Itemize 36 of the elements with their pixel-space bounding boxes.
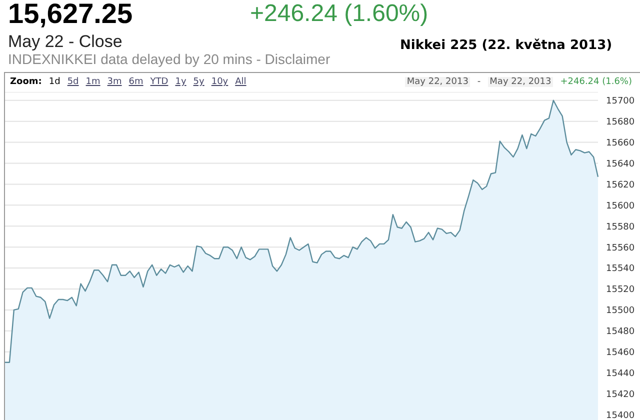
text: +246.24 (1.60%) <box>250 0 428 27</box>
text: 1d <box>48 77 60 87</box>
text: +246.24 (1.6%) <box>559 77 633 87</box>
text: May 22 - Close <box>8 32 122 51</box>
text: 1m <box>86 77 100 87</box>
text: 5y <box>193 77 204 87</box>
y-tick-label: 15600 <box>606 201 635 212</box>
y-tick-label: 15400 <box>606 410 635 420</box>
chart-title: Nikkei 225 (22. května 2013) <box>400 38 612 53</box>
text: Zoom: <box>10 77 42 87</box>
text: 3m <box>107 77 122 87</box>
y-tick-label: 15460 <box>606 348 635 358</box>
text: May 22, 2013 <box>404 77 470 87</box>
y-tick-label: 15540 <box>606 264 635 274</box>
y-tick-label: 15560 <box>606 243 635 254</box>
text: 10y <box>211 77 228 87</box>
text: INDEXNIKKEI data delayed by 20 mins - Disclaimer <box>8 51 330 67</box>
y-tick-label: 15420 <box>606 390 635 400</box>
y-tick-label: 15580 <box>606 222 635 232</box>
y-tick-label: 15480 <box>606 327 635 338</box>
y-tick-label: 15500 <box>606 306 635 316</box>
y-tick-label: 15640 <box>606 159 635 170</box>
y-tick-label: 15520 <box>606 285 635 296</box>
y-tick-label: 15660 <box>606 138 635 148</box>
text: 1y <box>175 77 186 87</box>
text: YTD <box>150 77 168 87</box>
y-tick-label: 15440 <box>606 369 635 380</box>
y-tick-label: 15680 <box>606 118 635 128</box>
text: All <box>235 77 246 87</box>
text: - <box>476 77 482 87</box>
text: May 22, 2013 <box>488 77 554 87</box>
text: 5d <box>67 77 79 87</box>
y-tick-label: 15620 <box>606 180 635 190</box>
y-tick-label: 15700 <box>606 96 635 107</box>
text: 15,627.25 <box>8 0 133 29</box>
text: 6m <box>128 77 144 87</box>
